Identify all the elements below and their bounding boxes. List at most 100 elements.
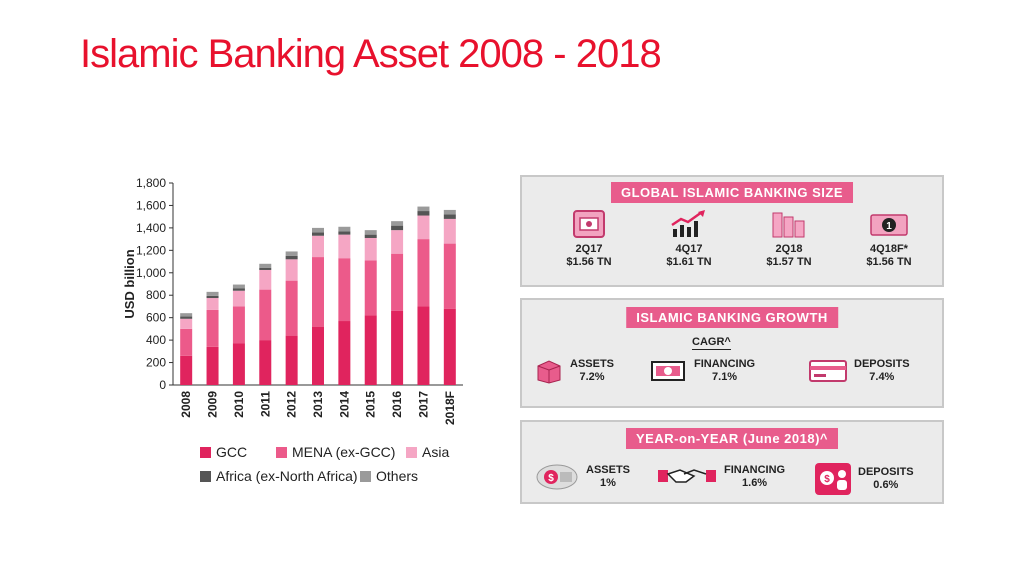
legend-item-others: Others (360, 468, 418, 484)
value-label: $1.57 TN (766, 256, 812, 268)
bar-segment (391, 310, 404, 385)
bar-segment (391, 221, 404, 226)
legend-swatch (200, 446, 211, 458)
y-tick-label: 1,200 (136, 243, 166, 257)
cash-icon (651, 361, 685, 381)
size-item: 2Q17 $1.56 TN (554, 209, 624, 269)
bar-segment (206, 295, 219, 299)
growth-value: 7.1% (712, 371, 738, 383)
svg-text:$: $ (548, 473, 554, 484)
bar-segment (391, 253, 404, 311)
legend-swatch (200, 470, 211, 482)
y-tick-label: 600 (146, 311, 166, 325)
yoy-value: 1.6% (742, 477, 768, 489)
money-bag-icon: $ (536, 464, 578, 490)
growth-item: ASSETS 7.2% (534, 358, 614, 384)
bar-segment (443, 209, 456, 215)
growth-value: 7.4% (869, 371, 895, 383)
x-tick-label: 2017 (416, 391, 430, 418)
bar-segment (206, 309, 219, 347)
x-tick-label: 2018F (443, 391, 457, 425)
bar-segment (364, 260, 377, 316)
box-icon (537, 360, 561, 384)
legend-label: Others (376, 468, 419, 484)
bar-segment (364, 237, 377, 261)
bar-segment (338, 321, 351, 385)
bar-segment (391, 230, 404, 254)
bar-segment (180, 316, 193, 319)
bar-segment (417, 211, 430, 216)
y-tick-label: 1,000 (136, 266, 166, 280)
y-tick-label: 400 (146, 333, 166, 347)
svg-text:$: $ (824, 474, 830, 485)
bar-segment (338, 231, 351, 235)
legend-item-asia: Asia (406, 444, 449, 460)
value-label: $1.56 TN (566, 256, 612, 268)
bar-segment (259, 269, 272, 290)
x-tick-label: 2016 (390, 391, 404, 418)
bar-segment (285, 335, 298, 385)
growth-item: DEPOSITS 7.4% (808, 358, 910, 384)
bar-segment (285, 251, 298, 256)
legend-label: Asia (422, 444, 450, 460)
bar-segment (443, 243, 456, 309)
banknote-coin-icon: 1 (870, 214, 908, 236)
x-tick-label: 2010 (232, 391, 246, 418)
bar-segment (364, 234, 377, 238)
bar-segment (259, 289, 272, 341)
legend-label: Africa (ex-North Africa) (216, 468, 358, 484)
yoy-item: $ DEPOSITS 0.6% (814, 462, 914, 496)
bar-segment (338, 258, 351, 322)
bar-segment (232, 284, 245, 289)
legend-item-africa: Africa (ex-North Africa) (200, 468, 358, 484)
value-label: $1.56 TN (866, 256, 912, 268)
size-item: 2Q18 $1.57 TN (754, 209, 824, 269)
y-tick-label: 1,800 (136, 176, 166, 190)
legend-item-mena: MENA (ex-GCC) (276, 444, 395, 460)
bar-segment (338, 234, 351, 259)
cagr-label: CAGR^ (692, 336, 731, 350)
svg-text:1: 1 (886, 221, 892, 232)
x-tick-label: 2011 (258, 391, 272, 417)
growth-label: FINANCING (694, 358, 756, 370)
bar-segment (443, 218, 456, 244)
bar-segment (285, 280, 298, 336)
y-tick-label: 200 (146, 356, 166, 370)
deposit-user-icon: $ (815, 463, 851, 495)
growth-item: FINANCING 7.1% (648, 358, 755, 384)
legend-item-gcc: GCC (200, 444, 247, 460)
bar-segment (232, 290, 245, 307)
bar-segment (312, 227, 324, 233)
yoy-label: DEPOSITS (858, 466, 914, 478)
bar-segment (338, 226, 351, 232)
yoy-value: 0.6% (873, 479, 899, 491)
period-label: 4Q18F* (870, 243, 908, 255)
period-label: 2Q17 (575, 243, 603, 255)
bar-segment (259, 263, 272, 268)
bar-segment (206, 291, 219, 296)
bar-segment (417, 206, 430, 212)
bar-segment (232, 306, 245, 344)
x-tick-label: 2009 (206, 391, 220, 418)
bar-segment (285, 255, 298, 260)
bar-segment (232, 288, 245, 291)
value-label: $1.61 TN (666, 256, 712, 268)
bar-segment (417, 215, 430, 240)
growth-value: 7.2% (579, 371, 605, 383)
bar-segment (206, 346, 219, 385)
yoy-item: FINANCING 1.6% (656, 462, 785, 492)
y-tick-label: 1,400 (136, 221, 166, 235)
growth-panel: ISLAMIC BANKING GROWTH CAGR^ ASSETS 7.2%… (520, 298, 944, 408)
bar-segment (312, 257, 324, 327)
bar-segment (417, 306, 430, 385)
bar-segment (364, 315, 377, 385)
bar-segment (259, 340, 272, 385)
handshake-icon (658, 469, 716, 483)
card-icon (809, 360, 847, 382)
yoy-label: FINANCING (724, 464, 786, 476)
size-item: 1 4Q18F* $1.56 TN (854, 209, 924, 269)
panel-header: ISLAMIC BANKING GROWTH (626, 307, 838, 328)
bar-segment (232, 343, 245, 385)
bar-segment (206, 298, 219, 310)
y-axis-label: USD billion (122, 249, 137, 318)
